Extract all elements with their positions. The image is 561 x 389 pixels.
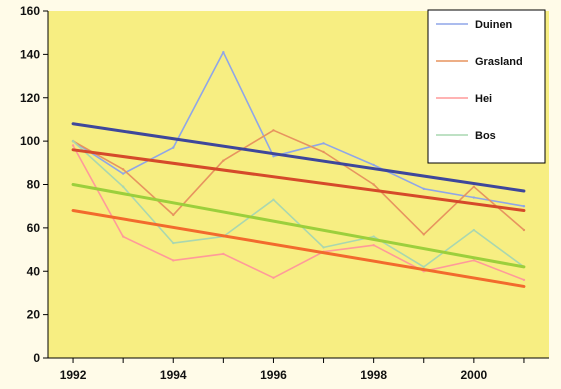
- data-point-grasland: [272, 129, 275, 132]
- data-point-grasland: [322, 150, 325, 154]
- data-point-grasland: [172, 213, 175, 217]
- data-point-hei: [172, 259, 175, 262]
- trend-lines: [71, 122, 526, 288]
- y-tick-label: 140: [20, 47, 40, 61]
- x-tick-label: 1992: [60, 368, 87, 382]
- x-tick-label: 1994: [160, 368, 187, 382]
- x-tick-label: 2000: [460, 368, 487, 382]
- data-point-bos: [322, 246, 325, 249]
- data-point-duinen: [522, 204, 526, 208]
- series-lines: [71, 51, 526, 282]
- y-tick-label: 160: [20, 4, 40, 18]
- data-point-grasland: [472, 185, 476, 188]
- y-tick-label: 40: [27, 264, 41, 278]
- data-point-duinen: [222, 51, 225, 54]
- y-tick-label: 80: [27, 178, 41, 192]
- x-axis: 1992 1994 1996 1998 2000: [60, 358, 525, 382]
- data-point-grasland: [222, 159, 225, 162]
- y-tick-label: 20: [27, 308, 41, 322]
- data-point-duinen: [472, 196, 476, 199]
- data-point-grasland: [522, 228, 526, 232]
- data-point-grasland: [121, 168, 125, 171]
- series-line-grasland: [72, 129, 525, 236]
- x-tick-label: 1998: [360, 368, 387, 382]
- series-line-hei: [72, 145, 525, 281]
- data-point-hei: [121, 235, 125, 238]
- x-tick-label: 1996: [260, 368, 287, 382]
- data-point-hei: [222, 252, 225, 256]
- data-point-hei: [272, 276, 275, 279]
- y-tick-label: 120: [20, 91, 40, 105]
- legend-label-hei: Hei: [475, 93, 492, 105]
- legend-label-duinen: Duinen: [475, 19, 513, 31]
- data-point-duinen: [272, 155, 275, 158]
- data-point-duinen: [422, 187, 425, 191]
- trend-line-3: [71, 183, 526, 269]
- data-point-bos: [172, 241, 175, 245]
- trend-line-2: [71, 148, 526, 213]
- trend-line-4: [71, 209, 526, 288]
- legend-label-bos: Bos: [475, 130, 496, 142]
- data-point-hei: [71, 144, 75, 147]
- data-point-bos: [372, 235, 375, 238]
- y-tick-label: 60: [27, 221, 41, 235]
- data-point-duinen: [322, 142, 325, 145]
- data-point-bos: [121, 185, 125, 188]
- data-point-duinen: [372, 163, 375, 167]
- data-point-bos: [272, 198, 275, 201]
- trend-line-1: [71, 122, 526, 193]
- data-point-bos: [71, 139, 75, 143]
- data-point-bos: [422, 265, 425, 269]
- data-point-hei: [522, 278, 526, 282]
- data-point-grasland: [422, 233, 425, 236]
- series-line-bos: [72, 140, 525, 268]
- data-point-duinen: [121, 172, 125, 175]
- y-axis: 0 20 40 60 80 100 120 140 160: [20, 4, 48, 365]
- legend-box: [427, 9, 546, 164]
- data-point-duinen: [172, 146, 175, 149]
- y-tick-label: 100: [20, 134, 40, 148]
- legend-label-grasland: Grasland: [475, 56, 523, 68]
- data-point-hei: [372, 244, 375, 247]
- data-point-grasland: [372, 183, 375, 186]
- y-tick-label: 0: [33, 351, 40, 365]
- data-point-bos: [472, 228, 476, 232]
- legend: Duinen Grasland Hei Bos: [427, 9, 546, 164]
- data-point-hei: [472, 259, 476, 262]
